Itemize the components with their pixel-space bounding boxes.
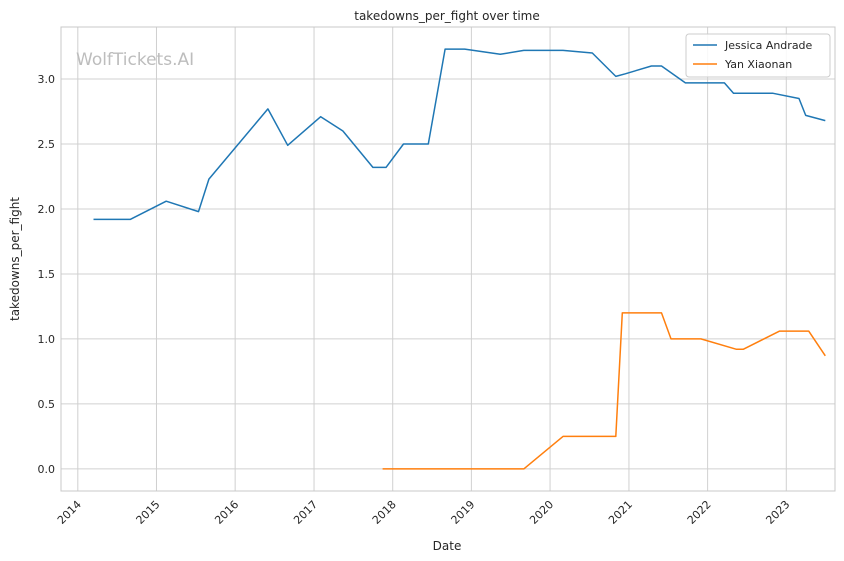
x-tick-label: 2019 — [449, 498, 478, 527]
chart-title: takedowns_per_fight over time — [354, 9, 540, 23]
y-tick-label: 3.0 — [38, 73, 56, 86]
plot-area — [60, 26, 836, 492]
y-axis-label: takedowns_per_fight — [8, 197, 22, 321]
x-tick-label: 2022 — [685, 498, 714, 527]
x-tick-label: 2015 — [134, 498, 163, 527]
x-tick-label: 2017 — [291, 498, 320, 527]
legend-label-yan-xiaonan: Yan Xiaonan — [724, 58, 792, 71]
y-tick-label: 0.5 — [38, 398, 56, 411]
y-tick-label: 2.0 — [38, 203, 56, 216]
y-tick-labels: 0.0 0.5 1.0 1.5 2.0 2.5 3.0 — [38, 73, 56, 476]
x-tick-label: 2016 — [212, 498, 241, 527]
x-tick-label: 2020 — [527, 498, 556, 527]
x-tick-label: 2021 — [606, 498, 635, 527]
series-line-jessica-andrade — [93, 48, 826, 221]
series-line-yan-xiaonan — [382, 312, 826, 470]
grid-lines — [61, 27, 835, 491]
x-tick-label: 2023 — [763, 498, 792, 527]
legend-box — [685, 33, 831, 78]
x-tick-label: 2014 — [55, 498, 84, 527]
x-tick-label: 2018 — [370, 498, 399, 527]
y-tick-label: 1.0 — [38, 333, 56, 346]
y-tick-label: 1.5 — [38, 268, 56, 281]
y-tick-label: 0.0 — [38, 463, 56, 476]
legend: Jessica Andrade Yan Xiaonan — [685, 33, 831, 78]
y-tick-label: 2.5 — [38, 138, 56, 151]
watermark-text: WolfTickets.AI — [76, 50, 194, 70]
x-tick-labels: 2014 2015 2016 2017 2018 2019 2020 2021 2022 2023 — [55, 498, 792, 527]
legend-label-jessica-andrade: Jessica Andrade — [724, 39, 813, 52]
series-lines — [93, 48, 826, 470]
x-axis-label: Date — [433, 539, 462, 553]
